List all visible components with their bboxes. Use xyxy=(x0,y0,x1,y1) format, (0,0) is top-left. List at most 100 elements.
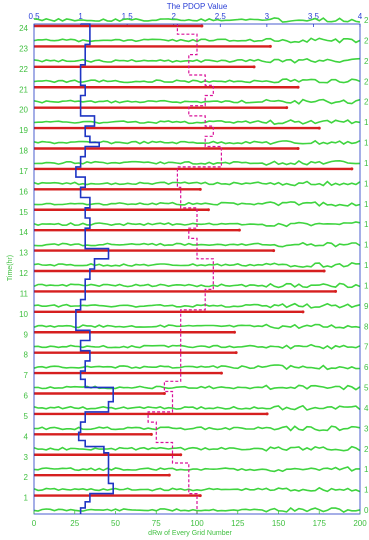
left-tick-label: 5 xyxy=(24,412,29,421)
bottom-tick-label: 125 xyxy=(231,519,245,528)
right-tick-label: 5 xyxy=(364,384,369,393)
bottom-tick-label: 175 xyxy=(313,519,327,528)
top-tick-label: 3.5 xyxy=(308,12,320,21)
left-tick-label: 7 xyxy=(24,371,29,380)
top-tick-label: 2.5 xyxy=(215,12,227,21)
right-tick-label: 1 xyxy=(364,281,369,290)
left-tick-label: 8 xyxy=(24,351,29,360)
left-tick-label: 11 xyxy=(20,289,29,298)
bottom-tick-label: 150 xyxy=(272,519,286,528)
left-tick-label: 19 xyxy=(19,126,28,135)
bottom-tick-label: 25 xyxy=(70,519,79,528)
top-tick-label: 0.5 xyxy=(28,12,40,21)
left-tick-label: 3 xyxy=(24,453,29,462)
left-tick-label: 16 xyxy=(19,187,28,196)
hour-bar-end xyxy=(232,330,236,334)
hour-baseline xyxy=(33,180,361,187)
right-tick-label: 9 xyxy=(364,302,369,311)
bottom-tick-label: 75 xyxy=(152,519,161,528)
hour-baseline xyxy=(33,139,361,146)
top-tick-label: 2 xyxy=(171,12,176,21)
hour-bar-end xyxy=(296,85,300,89)
hour-bar-end xyxy=(322,269,326,273)
left-tick-label: 23 xyxy=(19,44,28,53)
hour-bar-end xyxy=(268,44,272,48)
left-tick-label: 12 xyxy=(19,269,28,278)
left-tick-label: 15 xyxy=(19,208,28,217)
hour-baseline xyxy=(33,323,361,330)
hour-baseline xyxy=(33,119,361,126)
right-tick-label: 1 xyxy=(364,139,369,148)
hour-bar-end xyxy=(198,187,202,191)
bottom-tick-label: 0 xyxy=(32,519,37,528)
right-tick-label: 2 xyxy=(364,57,369,66)
right-tick-label: 1 xyxy=(364,118,369,127)
hour-baseline xyxy=(33,159,361,166)
hour-bar-end xyxy=(179,453,183,457)
bottom-tick-label: 100 xyxy=(190,519,204,528)
left-tick-label: 6 xyxy=(24,392,29,401)
right-tick-label: 1 xyxy=(364,465,369,474)
right-tick-label: 3 xyxy=(364,424,369,433)
hour-baseline xyxy=(33,364,361,371)
hour-bar-end xyxy=(285,106,289,110)
pdop-series-line xyxy=(75,23,114,514)
hour-baseline xyxy=(33,343,361,350)
hour-baseline xyxy=(33,201,361,207)
left-tick-label: 17 xyxy=(19,167,28,176)
right-tick-label: 2 xyxy=(364,16,369,25)
baseline-group xyxy=(33,17,361,514)
left-tick-label: 21 xyxy=(19,85,28,94)
bottom-tick-label: 50 xyxy=(111,519,120,528)
hour-bar-end xyxy=(219,371,223,375)
top-tick-label: 4 xyxy=(358,12,363,21)
hour-bar-end xyxy=(237,228,241,232)
hour-baseline xyxy=(33,78,361,84)
left-tick-label: 4 xyxy=(24,432,29,441)
right-tick-label: 1 xyxy=(364,261,369,270)
right-tick-label: 1 xyxy=(364,179,369,188)
right-tick-label: 2 xyxy=(364,77,369,86)
top-tick-label: 1 xyxy=(78,12,83,21)
hour-baseline xyxy=(33,466,360,473)
left-tick-label: 10 xyxy=(19,310,28,319)
hour-baseline xyxy=(33,262,361,268)
right-tick-label: 0 xyxy=(364,506,369,515)
hour-bar-end xyxy=(350,167,354,171)
left-tick-label: 20 xyxy=(19,106,28,115)
right-tick-label: 1 xyxy=(364,241,369,250)
top-tick-label: 1.5 xyxy=(122,12,134,21)
hour-bar-end xyxy=(198,494,202,498)
hour-bar-end xyxy=(317,126,321,130)
bottom-tick-label: 200 xyxy=(353,519,367,528)
left-tick-label: 13 xyxy=(19,249,28,258)
bottom-axis-title: dRw of Every Grid Number xyxy=(148,530,232,537)
hour-bar-end xyxy=(162,392,166,395)
hour-baseline xyxy=(33,282,361,289)
right-tick-label: 4 xyxy=(364,404,369,413)
left-tick-label: 2 xyxy=(24,473,29,482)
hour-baseline xyxy=(33,57,361,64)
hour-baseline xyxy=(33,302,361,309)
left-axis-title: Time(hr) xyxy=(7,255,14,281)
left-tick-label: 14 xyxy=(19,228,28,237)
hour-baseline xyxy=(33,486,361,493)
hour-bar-end xyxy=(296,147,300,150)
bar-group xyxy=(34,24,354,498)
hour-baseline xyxy=(33,98,361,105)
left-tick-label: 24 xyxy=(19,24,28,33)
hour-baseline xyxy=(33,445,361,452)
left-tick-label: 9 xyxy=(24,330,29,339)
hour-bar-end xyxy=(234,351,238,355)
hour-baseline xyxy=(33,425,361,432)
drw-series-line xyxy=(147,24,222,514)
right-tick-label: 1 xyxy=(364,159,369,168)
left-tick-label: 22 xyxy=(19,65,28,74)
right-tick-label: 1 xyxy=(364,200,369,209)
right-tick-label: 6 xyxy=(364,363,369,372)
hour-bar-end xyxy=(200,24,204,28)
hour-baseline xyxy=(33,17,361,23)
right-tick-label: 2 xyxy=(364,36,369,45)
right-tick-label: 2 xyxy=(364,98,369,107)
hour-bar-end xyxy=(149,432,153,436)
